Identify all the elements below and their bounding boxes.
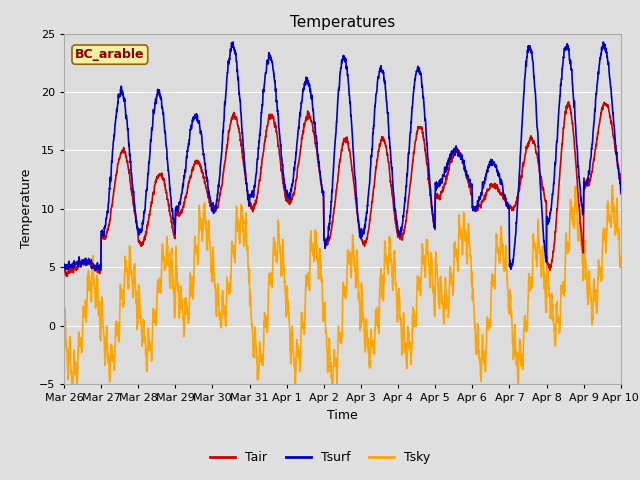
Tair [60, 265, 68, 271]
Tsurf [229, 39, 237, 45]
Tsurf [127, 160, 134, 166]
Tsurf [490, 159, 498, 165]
Tair [445, 168, 452, 173]
Tsurf [617, 189, 625, 195]
Line: Tsky: Tsky [64, 185, 621, 398]
Tsky [617, 253, 625, 259]
Tsky [60, 317, 68, 323]
Tsky [609, 182, 616, 188]
Tsurf [60, 261, 68, 267]
Tsky [95, 300, 103, 306]
Title: Temperatures: Temperatures [290, 15, 395, 30]
Line: Tair: Tair [64, 102, 621, 276]
Tsky [234, 214, 241, 219]
Tair [234, 120, 241, 125]
Tsurf [92, 268, 99, 274]
Tsky [127, 271, 135, 277]
Tsky [127, 249, 134, 255]
Tair [564, 99, 572, 105]
Tair [63, 273, 71, 279]
Y-axis label: Temperature: Temperature [20, 169, 33, 249]
Tsurf [445, 157, 453, 163]
Text: BC_arable: BC_arable [75, 48, 145, 61]
Tair [127, 180, 134, 185]
Legend: Tair, Tsurf, Tsky: Tair, Tsurf, Tsky [205, 446, 435, 469]
Tsky [68, 395, 76, 401]
Tair [617, 191, 625, 197]
X-axis label: Time: Time [327, 408, 358, 421]
Tsurf [127, 169, 135, 175]
Tsurf [234, 67, 241, 72]
Tair [95, 269, 103, 275]
Tsky [445, 308, 452, 313]
Tsky [490, 275, 498, 280]
Tair [490, 181, 498, 187]
Line: Tsurf: Tsurf [64, 42, 621, 271]
Tsurf [95, 266, 103, 272]
Tair [127, 187, 135, 192]
